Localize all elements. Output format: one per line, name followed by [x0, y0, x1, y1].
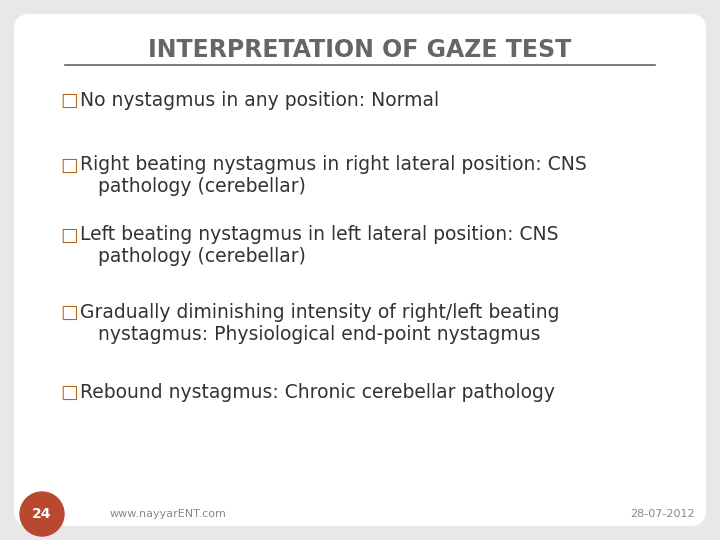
Text: 24: 24	[32, 507, 52, 521]
Text: □: □	[60, 91, 78, 110]
Text: □: □	[60, 156, 78, 174]
Text: □: □	[60, 302, 78, 321]
Text: No nystagmus in any position: Normal: No nystagmus in any position: Normal	[80, 91, 439, 110]
Text: □: □	[60, 382, 78, 402]
Text: www.nayyarENT.com: www.nayyarENT.com	[110, 509, 227, 519]
Text: Gradually diminishing intensity of right/left beating: Gradually diminishing intensity of right…	[80, 302, 559, 321]
Text: Rebound nystagmus: Chronic cerebellar pathology: Rebound nystagmus: Chronic cerebellar pa…	[80, 382, 555, 402]
FancyBboxPatch shape	[14, 14, 706, 526]
Text: □: □	[60, 226, 78, 245]
Text: 28-07-2012: 28-07-2012	[631, 509, 695, 519]
Text: pathology (cerebellar): pathology (cerebellar)	[98, 178, 306, 197]
Text: Left beating nystagmus in left lateral position: CNS: Left beating nystagmus in left lateral p…	[80, 226, 559, 245]
Text: pathology (cerebellar): pathology (cerebellar)	[98, 247, 306, 267]
Circle shape	[20, 492, 64, 536]
Text: INTERPRETATION OF GAZE TEST: INTERPRETATION OF GAZE TEST	[148, 38, 572, 62]
Text: Right beating nystagmus in right lateral position: CNS: Right beating nystagmus in right lateral…	[80, 156, 587, 174]
Text: nystagmus: Physiological end-point nystagmus: nystagmus: Physiological end-point nysta…	[98, 325, 541, 343]
